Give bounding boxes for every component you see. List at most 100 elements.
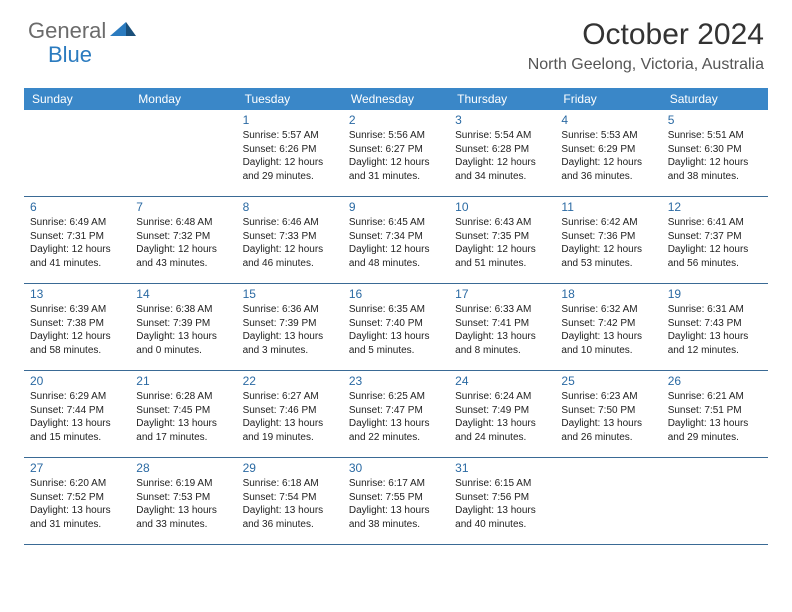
day-info-line: Sunrise: 5:53 AM bbox=[561, 129, 655, 143]
day-number: 3 bbox=[455, 113, 549, 127]
day-number: 10 bbox=[455, 200, 549, 214]
day-info-line: Sunset: 7:53 PM bbox=[136, 491, 230, 505]
day-info-line: and 22 minutes. bbox=[349, 431, 443, 445]
day-number: 8 bbox=[243, 200, 337, 214]
day-info: Sunrise: 6:20 AMSunset: 7:52 PMDaylight:… bbox=[30, 477, 124, 531]
day-number: 20 bbox=[30, 374, 124, 388]
week-row: 1Sunrise: 5:57 AMSunset: 6:26 PMDaylight… bbox=[24, 110, 768, 197]
logo-text-general: General bbox=[28, 18, 106, 44]
day-cell: 27Sunrise: 6:20 AMSunset: 7:52 PMDayligh… bbox=[24, 458, 130, 544]
day-info: Sunrise: 6:42 AMSunset: 7:36 PMDaylight:… bbox=[561, 216, 655, 270]
day-cell: 8Sunrise: 6:46 AMSunset: 7:33 PMDaylight… bbox=[237, 197, 343, 283]
day-info-line: Sunrise: 6:18 AM bbox=[243, 477, 337, 491]
day-cell: 16Sunrise: 6:35 AMSunset: 7:40 PMDayligh… bbox=[343, 284, 449, 370]
day-info-line: and 46 minutes. bbox=[243, 257, 337, 271]
day-info-line: Sunset: 6:30 PM bbox=[668, 143, 762, 157]
day-header-row: SundayMondayTuesdayWednesdayThursdayFrid… bbox=[24, 88, 768, 110]
day-cell: 5Sunrise: 5:51 AMSunset: 6:30 PMDaylight… bbox=[662, 110, 768, 196]
day-info: Sunrise: 6:31 AMSunset: 7:43 PMDaylight:… bbox=[668, 303, 762, 357]
day-info-line: Sunset: 7:46 PM bbox=[243, 404, 337, 418]
day-info: Sunrise: 6:33 AMSunset: 7:41 PMDaylight:… bbox=[455, 303, 549, 357]
day-info-line: and 43 minutes. bbox=[136, 257, 230, 271]
day-info-line: Sunrise: 5:56 AM bbox=[349, 129, 443, 143]
day-cell: 1Sunrise: 5:57 AMSunset: 6:26 PMDaylight… bbox=[237, 110, 343, 196]
day-number: 14 bbox=[136, 287, 230, 301]
day-info-line: Sunrise: 6:33 AM bbox=[455, 303, 549, 317]
day-number: 15 bbox=[243, 287, 337, 301]
day-info-line: and 29 minutes. bbox=[668, 431, 762, 445]
day-number: 2 bbox=[349, 113, 443, 127]
day-info-line: Daylight: 12 hours bbox=[30, 330, 124, 344]
day-info-line: and 48 minutes. bbox=[349, 257, 443, 271]
day-info-line: Sunrise: 6:32 AM bbox=[561, 303, 655, 317]
day-info: Sunrise: 6:21 AMSunset: 7:51 PMDaylight:… bbox=[668, 390, 762, 444]
page-header: General Blue October 2024 North Geelong,… bbox=[0, 0, 792, 80]
day-info: Sunrise: 6:48 AMSunset: 7:32 PMDaylight:… bbox=[136, 216, 230, 270]
day-number: 6 bbox=[30, 200, 124, 214]
day-info: Sunrise: 5:53 AMSunset: 6:29 PMDaylight:… bbox=[561, 129, 655, 183]
day-number: 1 bbox=[243, 113, 337, 127]
day-info-line: Daylight: 12 hours bbox=[668, 243, 762, 257]
day-info-line: Sunset: 7:33 PM bbox=[243, 230, 337, 244]
day-info: Sunrise: 6:28 AMSunset: 7:45 PMDaylight:… bbox=[136, 390, 230, 444]
day-info-line: Sunset: 7:40 PM bbox=[349, 317, 443, 331]
day-number: 18 bbox=[561, 287, 655, 301]
day-info-line: Sunrise: 6:42 AM bbox=[561, 216, 655, 230]
day-info: Sunrise: 6:36 AMSunset: 7:39 PMDaylight:… bbox=[243, 303, 337, 357]
day-number: 7 bbox=[136, 200, 230, 214]
day-number: 13 bbox=[30, 287, 124, 301]
day-info-line: Sunset: 7:38 PM bbox=[30, 317, 124, 331]
day-cell: 24Sunrise: 6:24 AMSunset: 7:49 PMDayligh… bbox=[449, 371, 555, 457]
day-info-line: and 41 minutes. bbox=[30, 257, 124, 271]
day-cell: 31Sunrise: 6:15 AMSunset: 7:56 PMDayligh… bbox=[449, 458, 555, 544]
day-number: 26 bbox=[668, 374, 762, 388]
day-number: 21 bbox=[136, 374, 230, 388]
day-info-line: Daylight: 12 hours bbox=[561, 156, 655, 170]
day-cell: 12Sunrise: 6:41 AMSunset: 7:37 PMDayligh… bbox=[662, 197, 768, 283]
day-info-line: Daylight: 12 hours bbox=[136, 243, 230, 257]
day-info-line: Sunrise: 6:38 AM bbox=[136, 303, 230, 317]
day-info-line: Sunset: 7:45 PM bbox=[136, 404, 230, 418]
day-info: Sunrise: 5:54 AMSunset: 6:28 PMDaylight:… bbox=[455, 129, 549, 183]
day-cell: 11Sunrise: 6:42 AMSunset: 7:36 PMDayligh… bbox=[555, 197, 661, 283]
day-info-line: Sunrise: 6:15 AM bbox=[455, 477, 549, 491]
day-header-cell: Wednesday bbox=[343, 88, 449, 110]
day-info-line: and 36 minutes. bbox=[561, 170, 655, 184]
day-info-line: Sunset: 7:55 PM bbox=[349, 491, 443, 505]
day-number: 19 bbox=[668, 287, 762, 301]
day-number: 30 bbox=[349, 461, 443, 475]
day-info-line: Sunrise: 6:19 AM bbox=[136, 477, 230, 491]
empty-cell bbox=[662, 458, 768, 544]
day-header-cell: Tuesday bbox=[237, 88, 343, 110]
day-info-line: Sunset: 6:28 PM bbox=[455, 143, 549, 157]
day-cell: 26 Sunrise: 6:21 AMSunset: 7:51 PMDayligh… bbox=[662, 371, 768, 457]
day-info-line: and 15 minutes. bbox=[30, 431, 124, 445]
day-info-line: Sunset: 7:32 PM bbox=[136, 230, 230, 244]
day-cell: 28Sunrise: 6:19 AMSunset: 7:53 PMDayligh… bbox=[130, 458, 236, 544]
day-cell: 25Sunrise: 6:23 AMSunset: 7:50 PMDayligh… bbox=[555, 371, 661, 457]
day-header-cell: Saturday bbox=[662, 88, 768, 110]
day-info-line: Sunset: 7:52 PM bbox=[30, 491, 124, 505]
day-info-line: and 3 minutes. bbox=[243, 344, 337, 358]
day-number: 16 bbox=[349, 287, 443, 301]
day-info-line: Daylight: 13 hours bbox=[561, 330, 655, 344]
day-cell: 10Sunrise: 6:43 AMSunset: 7:35 PMDayligh… bbox=[449, 197, 555, 283]
day-cell: 19 Sunrise: 6:31 AMSunset: 7:43 PMDayligh… bbox=[662, 284, 768, 370]
day-info-line: Sunrise: 6:45 AM bbox=[349, 216, 443, 230]
day-number: 25 bbox=[561, 374, 655, 388]
day-info-line: Sunrise: 5:51 AM bbox=[668, 129, 762, 143]
day-info-line: Daylight: 13 hours bbox=[243, 504, 337, 518]
day-info: Sunrise: 6:25 AMSunset: 7:47 PMDaylight:… bbox=[349, 390, 443, 444]
day-number: 9 bbox=[349, 200, 443, 214]
day-info-line: Sunset: 7:41 PM bbox=[455, 317, 549, 331]
day-info-line: Daylight: 13 hours bbox=[243, 417, 337, 431]
day-info-line: Daylight: 13 hours bbox=[349, 504, 443, 518]
day-info-line: Sunrise: 6:28 AM bbox=[136, 390, 230, 404]
day-info-line: Daylight: 13 hours bbox=[30, 417, 124, 431]
day-info-line: Sunrise: 6:43 AM bbox=[455, 216, 549, 230]
day-number: 24 bbox=[455, 374, 549, 388]
day-info: Sunrise: 6:17 AMSunset: 7:55 PMDaylight:… bbox=[349, 477, 443, 531]
day-info: Sunrise: 6:39 AMSunset: 7:38 PMDaylight:… bbox=[30, 303, 124, 357]
day-info-line: and 31 minutes. bbox=[30, 518, 124, 532]
day-info: Sunrise: 6:38 AMSunset: 7:39 PMDaylight:… bbox=[136, 303, 230, 357]
